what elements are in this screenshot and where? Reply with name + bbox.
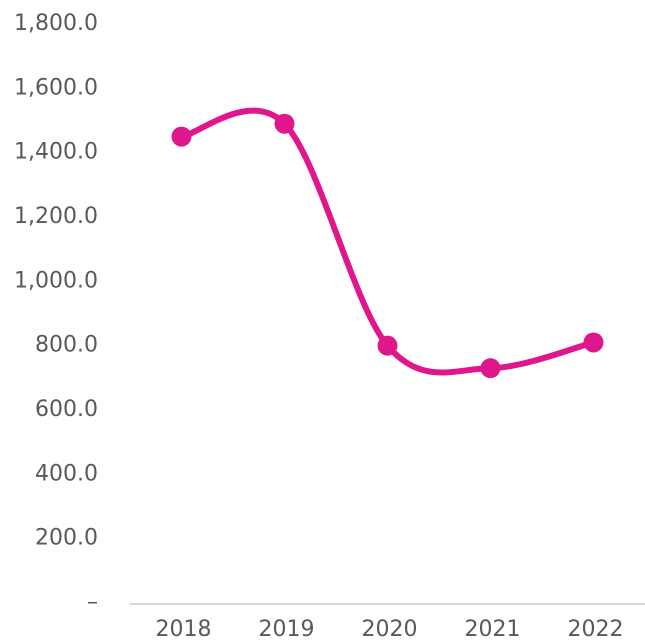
x-tick-label: 2021 [465, 617, 521, 642]
y-tick-label: 200.0 [35, 526, 98, 551]
x-tick-label: 2022 [568, 617, 624, 642]
y-tick-label: 1,000.0 [14, 268, 98, 293]
x-tick-label: 2019 [259, 617, 315, 642]
marker [274, 113, 295, 134]
line [178, 107, 597, 376]
y-tick-label: – [87, 590, 98, 615]
marker [377, 335, 398, 356]
y-tick-label: 1,200.0 [14, 204, 98, 229]
y-tick-label: 800.0 [35, 333, 98, 358]
marker [583, 332, 604, 353]
y-tick-label: 1,600.0 [14, 75, 98, 100]
y-tick-label: 400.0 [35, 461, 98, 486]
y-tick-label: 1,800.0 [14, 11, 98, 36]
x-tick-label: 2020 [362, 617, 418, 642]
x-tick-label: 2018 [156, 617, 212, 642]
y-tick-label: 600.0 [35, 397, 98, 422]
y-tick-label: 1,400.0 [14, 140, 98, 165]
marker [480, 358, 501, 379]
marker [171, 126, 192, 147]
